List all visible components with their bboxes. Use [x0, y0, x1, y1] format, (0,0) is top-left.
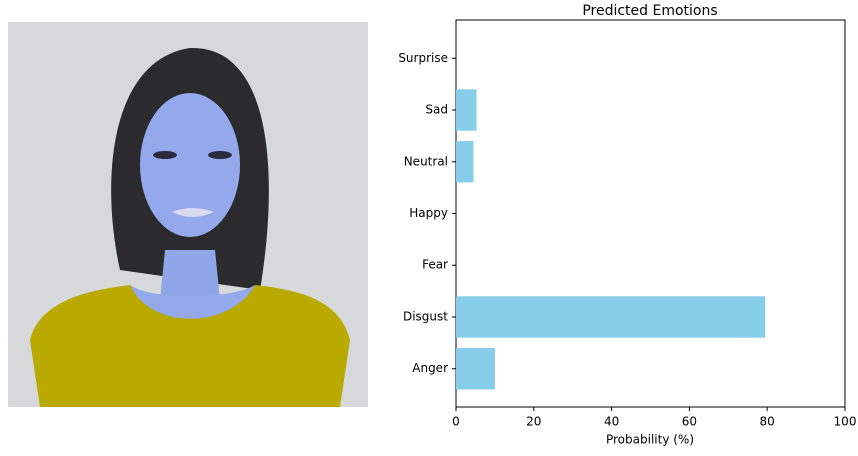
x-tick-label: 80 [760, 415, 775, 429]
y-tick-label: Surprise [398, 51, 448, 65]
y-tick-label: Fear [422, 258, 448, 272]
x-tick-label: 60 [682, 415, 697, 429]
bar [456, 141, 474, 183]
bar [456, 348, 495, 390]
x-tick-label: 40 [604, 415, 619, 429]
plot-frame [455, 19, 846, 408]
x-tick-label: 0 [452, 415, 460, 429]
bar [456, 89, 477, 131]
photo [8, 22, 368, 407]
chart-title: Predicted Emotions [582, 3, 717, 19]
bar [456, 296, 766, 338]
x-axis-label: Probability (%) [606, 433, 694, 447]
x-tick-label: 100 [834, 415, 857, 429]
y-tick-label: Neutral [404, 154, 448, 168]
y-tick-label: Disgust [403, 309, 448, 323]
y-tick-label: Happy [409, 206, 448, 220]
y-tick-label: Sad [425, 103, 448, 117]
x-tick-label: 20 [526, 415, 541, 429]
y-tick-label: Anger [412, 361, 448, 375]
